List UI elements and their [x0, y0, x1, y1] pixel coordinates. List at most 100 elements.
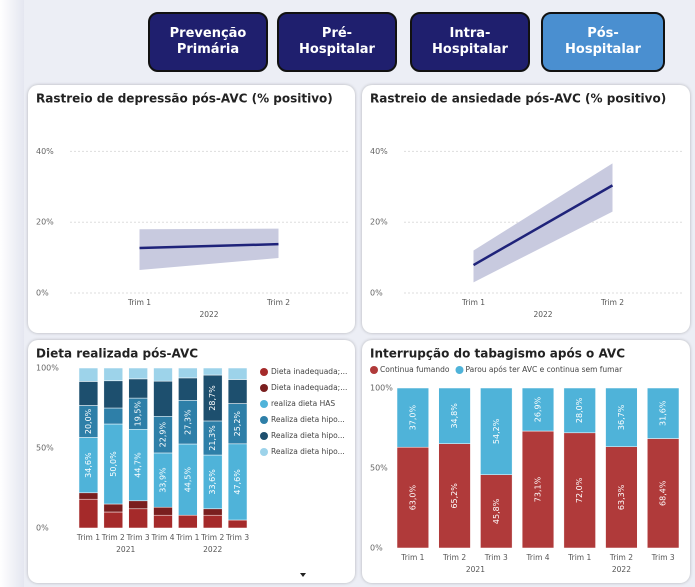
- bar-segment: [605, 387, 638, 447]
- legend-label: realiza dieta HAS: [271, 399, 335, 408]
- bar-segment: [128, 508, 148, 529]
- bar-segment: [78, 498, 99, 529]
- bar-segment: [396, 387, 429, 448]
- bar-segment: [438, 443, 471, 549]
- data-label: 44,7%: [134, 452, 143, 478]
- data-label: 20,0%: [84, 408, 93, 434]
- x-tick-label: Trim 2: [266, 298, 290, 307]
- chart: Rastreio de depressão pós-AVC (% positiv…: [36, 92, 348, 319]
- legend-swatch: [260, 432, 268, 440]
- y-tick-label: 20%: [370, 218, 388, 227]
- bar-segment: [227, 379, 248, 404]
- y-tick-label: 50%: [370, 464, 388, 473]
- legend-label: Realiza dieta hipo...: [271, 431, 345, 440]
- x-tick-label: Trim 1: [175, 533, 199, 542]
- bar-segment: [103, 367, 123, 382]
- legend-swatch: [370, 366, 378, 374]
- bar-segment: [128, 367, 148, 380]
- bar-segment: [103, 407, 123, 425]
- data-label: 31,6%: [659, 400, 668, 426]
- chart-panel: Interrupção do tabagismo após o AVC 0% 50%…: [362, 340, 690, 583]
- bar-segment: [153, 514, 173, 529]
- data-label: 72,0%: [575, 477, 584, 503]
- x-tick-label: Trim 3: [651, 553, 675, 562]
- chart-panel: Dieta realizada pós-AVC 0% 50% 100% Trim 1 Tr…: [28, 340, 355, 583]
- legend-swatch: [455, 366, 464, 374]
- y-tick-label: 40%: [36, 147, 54, 156]
- x-tick-label: Trim 1: [567, 553, 591, 562]
- x-tick-label: Trim 2: [442, 553, 466, 562]
- y-tick-label: 40%: [370, 147, 388, 156]
- bar-segment: [128, 500, 148, 510]
- data-label: 68,4%: [659, 480, 668, 506]
- x-tick-label: Trim 2: [200, 533, 224, 542]
- data-label: 63,0%: [408, 484, 417, 510]
- nav-button[interactable]: Prevenção Primária: [148, 12, 268, 72]
- data-label: 47,6%: [233, 469, 242, 495]
- chart-title: Interrupção do tabagismo após o AVC: [370, 347, 625, 361]
- legend-swatch: [260, 384, 268, 392]
- bar-segment: [153, 367, 173, 382]
- legend-label: Dieta inadequada;...: [271, 367, 347, 376]
- confidence-band: [139, 228, 279, 270]
- x-tick-label: Trim 1: [127, 298, 151, 307]
- y-tick-label: 20%: [36, 218, 54, 227]
- data-label: 19,5%: [134, 401, 143, 427]
- bar-segment: [153, 506, 173, 516]
- x-tick-label: Trim 1: [400, 553, 424, 562]
- chart-panel: Rastreio de ansiedade pós-AVC (% positiv…: [362, 85, 690, 333]
- data-label: 37,0%: [408, 404, 417, 430]
- legend-swatch: [260, 368, 268, 376]
- x-tick-label: Trim 1: [461, 298, 485, 307]
- bar-segment: [438, 387, 471, 444]
- chart-panel: Rastreio de depressão pós-AVC (% positiv…: [28, 85, 355, 333]
- data-label: 63,3%: [617, 484, 626, 510]
- x-tick-label: Trim 1: [76, 533, 100, 542]
- data-label: 33,6%: [208, 469, 217, 495]
- x-group-label: 2022: [533, 310, 552, 319]
- bar-segment: [227, 519, 248, 529]
- bar-segment: [521, 387, 555, 432]
- nav-button[interactable]: Pós-Hospitalar: [541, 12, 665, 72]
- bar-segment: [605, 446, 638, 549]
- bar-segment: [203, 508, 223, 516]
- legend-label: Realiza dieta hipo...: [271, 415, 345, 424]
- bar-segment: [480, 474, 513, 549]
- bar-segment: [647, 438, 680, 549]
- legend-swatch: [260, 400, 268, 408]
- data-label: 50,0%: [109, 451, 118, 477]
- bar-segment: [178, 367, 198, 379]
- bar-segment: [78, 492, 99, 500]
- data-label: 45,8%: [492, 498, 501, 524]
- x-group-label: 2022: [199, 310, 218, 319]
- data-label: 34,8%: [450, 403, 459, 429]
- bar-segment: [203, 514, 223, 529]
- line: [472, 184, 614, 267]
- y-tick-label: 50%: [36, 444, 54, 453]
- bar-segment: [78, 381, 99, 406]
- data-label: 36,7%: [617, 404, 626, 430]
- x-tick-label: Trim 3: [484, 553, 508, 562]
- bar-segment: [178, 514, 198, 529]
- bar-segment: [103, 511, 123, 529]
- data-label: 54,2%: [492, 418, 501, 444]
- data-label: 73,1%: [534, 476, 543, 502]
- y-tick-label: 0%: [370, 544, 383, 553]
- x-group-label: 2022: [203, 545, 222, 554]
- chart: Interrupção do tabagismo após o AVC 0% 50%…: [370, 347, 680, 574]
- data-label: 44,5%: [183, 466, 192, 492]
- y-tick-label: 0%: [36, 524, 49, 533]
- chart-title: Rastreio de depressão pós-AVC (% positiv…: [36, 92, 333, 106]
- y-tick-label: 100%: [370, 384, 393, 393]
- legend-label: Parou após ter AVC e continua sem fumar: [466, 365, 624, 374]
- nav-button[interactable]: Pré-Hospitalar: [277, 12, 397, 72]
- data-label: 21,3%: [208, 425, 217, 451]
- bar-segment: [128, 378, 148, 399]
- data-label: 65,2%: [450, 483, 459, 509]
- x-tick-label: Trim 4: [150, 533, 174, 542]
- data-label: 27,3%: [183, 409, 192, 435]
- nav-button[interactable]: Intra-Hospitalar: [410, 12, 530, 72]
- x-tick-label: Trim 2: [600, 298, 624, 307]
